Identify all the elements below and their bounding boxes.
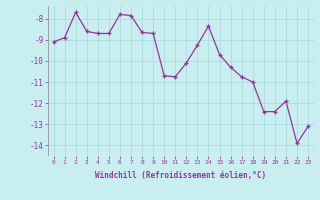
X-axis label: Windchill (Refroidissement éolien,°C): Windchill (Refroidissement éolien,°C) — [95, 171, 266, 180]
